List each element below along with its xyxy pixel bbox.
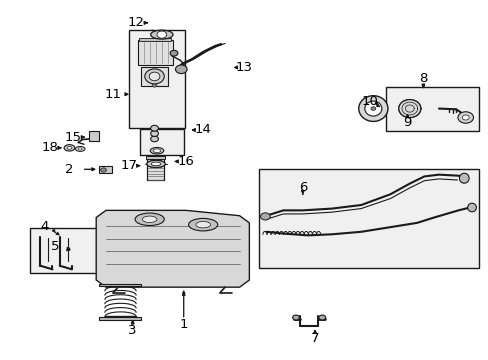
Text: 1: 1 <box>179 318 187 331</box>
Circle shape <box>101 168 106 172</box>
Ellipse shape <box>78 148 82 150</box>
Bar <box>30 228 103 273</box>
Ellipse shape <box>149 72 160 81</box>
Circle shape <box>152 84 157 87</box>
Text: 6: 6 <box>298 181 306 194</box>
Circle shape <box>175 65 187 73</box>
Ellipse shape <box>67 147 72 149</box>
Bar <box>385 87 478 131</box>
Bar <box>137 40 172 65</box>
Text: 11: 11 <box>104 88 122 101</box>
Ellipse shape <box>196 221 210 228</box>
Circle shape <box>150 131 158 136</box>
Ellipse shape <box>364 101 381 116</box>
Ellipse shape <box>398 100 420 117</box>
Bar <box>99 284 141 287</box>
Circle shape <box>170 50 178 56</box>
Bar <box>140 129 183 155</box>
Polygon shape <box>96 210 249 287</box>
Text: 8: 8 <box>418 72 427 85</box>
Ellipse shape <box>458 173 468 183</box>
Ellipse shape <box>144 69 164 84</box>
Circle shape <box>318 315 325 320</box>
Text: 2: 2 <box>65 163 74 176</box>
Text: 18: 18 <box>41 141 59 154</box>
Circle shape <box>150 125 158 131</box>
Text: 10: 10 <box>361 95 378 108</box>
Text: 16: 16 <box>177 155 194 168</box>
Circle shape <box>457 112 472 123</box>
Ellipse shape <box>146 160 165 167</box>
Ellipse shape <box>150 148 163 154</box>
Ellipse shape <box>151 162 161 166</box>
Text: 7: 7 <box>310 333 319 346</box>
Circle shape <box>150 136 158 142</box>
Bar <box>89 131 99 141</box>
Ellipse shape <box>370 107 375 111</box>
Circle shape <box>461 115 468 120</box>
Text: 12: 12 <box>128 16 145 29</box>
Circle shape <box>292 315 299 320</box>
Text: 5: 5 <box>51 240 59 253</box>
Ellipse shape <box>153 149 161 153</box>
Ellipse shape <box>64 145 75 151</box>
Bar <box>99 166 112 173</box>
Circle shape <box>260 213 270 220</box>
Circle shape <box>157 31 166 38</box>
Ellipse shape <box>142 216 157 222</box>
Ellipse shape <box>75 147 85 152</box>
Bar <box>259 169 478 267</box>
Text: 17: 17 <box>120 159 137 172</box>
Ellipse shape <box>358 96 387 121</box>
Ellipse shape <box>135 213 164 226</box>
Text: 3: 3 <box>128 324 137 337</box>
Bar <box>147 158 164 180</box>
Bar <box>128 30 184 128</box>
Bar <box>139 38 171 41</box>
Text: 15: 15 <box>65 131 81 144</box>
Ellipse shape <box>467 203 475 212</box>
Text: 9: 9 <box>403 116 411 129</box>
Text: 13: 13 <box>236 61 252 74</box>
Text: 4: 4 <box>40 220 48 233</box>
Bar <box>146 156 165 158</box>
Text: 14: 14 <box>194 123 211 136</box>
Bar <box>141 67 168 86</box>
Ellipse shape <box>188 219 217 231</box>
Bar <box>99 317 141 320</box>
Ellipse shape <box>150 30 173 39</box>
